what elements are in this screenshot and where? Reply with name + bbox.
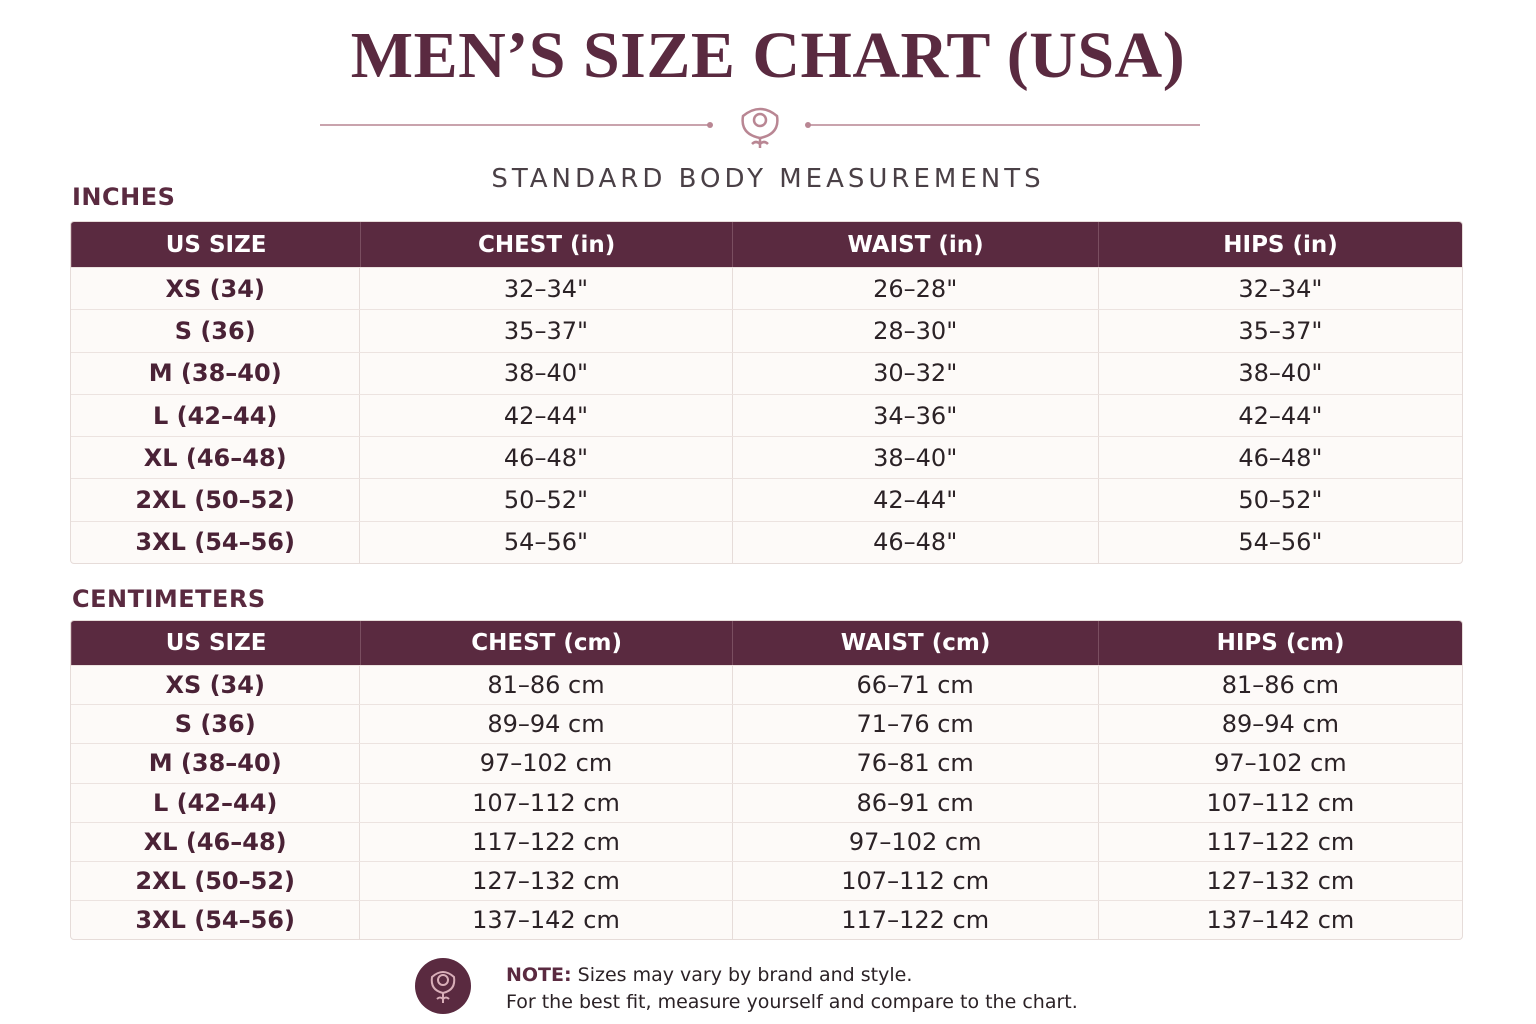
row: S (36) 89–94 cm 71–76 cm 89–94 cm	[71, 704, 1462, 744]
value-cell: 127–132 cm	[1097, 861, 1462, 901]
row: 3XL (54–56) 137–142 cm 117–122 cm 137–142 c…	[71, 900, 1462, 940]
size-cell: XS (34)	[165, 274, 265, 303]
subtitle: STANDARD BODY MEASUREMENTS	[491, 164, 1045, 194]
size-cell: XL (46–48)	[143, 827, 287, 856]
value-cell: 89–94 cm	[359, 705, 731, 744]
value-cell: 107–112 cm	[359, 783, 731, 822]
header-cell: US SIZE	[71, 621, 360, 665]
value-cell: 46–48"	[359, 437, 731, 479]
value-cell: 32–34"	[359, 268, 731, 310]
divider	[320, 107, 1200, 148]
value-cell: 38–40"	[731, 437, 1098, 479]
row: XS (34) 81–86 cm 66–71 cm 81–86 cm	[71, 665, 1462, 705]
value-cell: 107–112 cm	[1097, 783, 1462, 822]
value-cell: 28–30"	[731, 310, 1098, 352]
header-cell: WAIST (in)	[732, 222, 1098, 267]
value-cell: 38–40"	[1097, 352, 1462, 394]
row: XL (46–48) 46–48" 38–40" 46–48"	[71, 436, 1462, 479]
value-cell: 50–52"	[359, 479, 731, 521]
value-cell: 97–102 cm	[359, 744, 731, 783]
value-cell: 42–44"	[359, 394, 731, 437]
value-cell: 97–102 cm	[731, 822, 1098, 861]
row: 2XL (50–52) 50–52" 42–44" 50–52"	[71, 478, 1462, 521]
row: M (38–40) 97–102 cm 76–81 cm 97–102 cm	[71, 743, 1462, 783]
size-cell: M (38–40)	[148, 749, 282, 778]
value-cell: 46–48"	[731, 521, 1098, 564]
header-cell: CHEST (in)	[360, 222, 732, 267]
row: L (42–44) 42–44" 34–36" 42–44"	[71, 393, 1462, 437]
size-cell: XL (46–48)	[143, 443, 287, 472]
value-cell: 50–52"	[1097, 479, 1462, 521]
row: S (36) 35–37" 28–30" 35–37"	[71, 309, 1462, 352]
note-line: NOTE: Sizes may vary by brand and style.	[506, 962, 1078, 989]
size-cell: 2XL (50–52)	[135, 486, 295, 515]
value-cell: 66–71 cm	[731, 666, 1098, 705]
value-cell: 30–32"	[731, 352, 1098, 394]
value-cell: 32–34"	[1097, 268, 1462, 310]
table: US SIZE CHEST (in) WAIST (in) HIPS (in) XS (…	[70, 221, 1463, 565]
size-cell: XS (34)	[165, 671, 265, 700]
value-cell: 137–142 cm	[359, 901, 731, 940]
value-cell: 35–37"	[359, 310, 731, 352]
section-label: CENTIMETERS	[72, 585, 266, 613]
size-cell: L (42–44)	[152, 401, 278, 430]
header-row: US SIZE CHEST (cm) WAIST (cm) HIPS (cm)	[71, 621, 1462, 665]
note-icon	[415, 958, 471, 1014]
value-cell: 42–44"	[731, 479, 1098, 521]
value-cell: 107–112 cm	[731, 861, 1098, 901]
value-cell: 86–91 cm	[731, 783, 1098, 822]
size-cell: 2XL (50–52)	[135, 867, 295, 896]
value-cell: 46–48"	[1097, 437, 1462, 479]
note-label: NOTE:	[506, 964, 572, 986]
value-cell: 137–142 cm	[1097, 901, 1462, 940]
value-cell: 89–94 cm	[1097, 705, 1462, 744]
note: NOTE: Sizes may vary by brand and style.…	[506, 962, 1078, 1016]
header-cell: HIPS (in)	[1098, 222, 1462, 267]
size-cell: L (42–44)	[152, 788, 278, 817]
value-cell: 54–56"	[359, 521, 731, 564]
size-cell: 3XL (54–56)	[135, 906, 295, 935]
row: XS (34) 32–34" 26–28" 32–34"	[71, 267, 1462, 310]
note-line: For the best fit, measure yourself and c…	[506, 991, 1078, 1013]
note-text: Sizes may vary by brand and style.	[577, 964, 913, 986]
row: L (42–44) 107–112 cm 86–91 cm 107–112 cm	[71, 782, 1462, 822]
value-cell: 97–102 cm	[1097, 744, 1462, 783]
header-cell: HIPS (cm)	[1098, 621, 1462, 665]
value-cell: 34–36"	[731, 394, 1098, 437]
size-cell: S (36)	[174, 316, 256, 345]
value-cell: 81–86 cm	[1097, 666, 1462, 705]
header-cell: CHEST (cm)	[360, 621, 732, 665]
section-label: INCHES	[72, 183, 176, 211]
header-cell: US SIZE	[71, 222, 360, 267]
value-cell: 35–37"	[1097, 310, 1462, 352]
value-cell: 42–44"	[1097, 394, 1462, 437]
value-cell: 38–40"	[359, 352, 731, 394]
value-cell: 127–132 cm	[359, 861, 731, 901]
row: 3XL (54–56) 54–56" 46–48" 54–56"	[71, 520, 1462, 564]
value-cell: 117–122 cm	[359, 822, 731, 861]
value-cell: 26–28"	[731, 268, 1098, 310]
value-cell: 117–122 cm	[1097, 822, 1462, 861]
value-cell: 117–122 cm	[731, 901, 1098, 940]
header-cell: WAIST (cm)	[732, 621, 1098, 665]
size-cell: S (36)	[174, 710, 256, 739]
row: XL (46–48) 117–122 cm 97–102 cm 117–122 cm	[71, 821, 1462, 861]
row: M (38–40) 38–40" 30–32" 38–40"	[71, 351, 1462, 394]
row: 2XL (50–52) 127–132 cm 107–112 cm 127–132 c…	[71, 860, 1462, 901]
value-cell: 54–56"	[1097, 521, 1462, 564]
size-cell: M (38–40)	[148, 359, 282, 388]
header-row: US SIZE CHEST (in) WAIST (in) HIPS (in)	[71, 222, 1462, 267]
value-cell: 76–81 cm	[731, 744, 1098, 783]
size-cell: 3XL (54–56)	[135, 528, 295, 557]
value-cell: 81–86 cm	[359, 666, 731, 705]
title: MEN’S SIZE CHART (USA)	[350, 19, 1186, 92]
table: US SIZE CHEST (cm) WAIST (cm) HIPS (cm) XS (…	[70, 620, 1463, 941]
value-cell: 71–76 cm	[731, 705, 1098, 744]
